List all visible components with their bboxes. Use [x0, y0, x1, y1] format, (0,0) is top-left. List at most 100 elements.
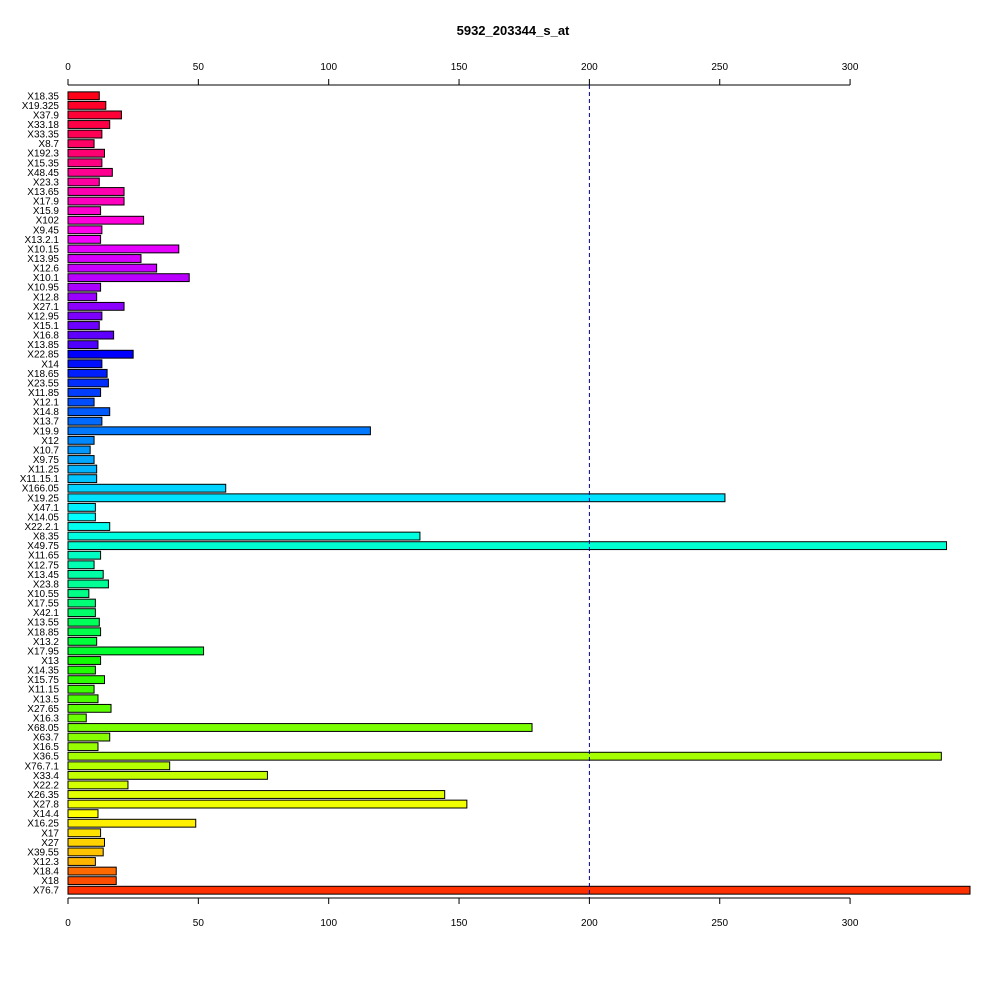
category-label: X12.3: [33, 857, 60, 868]
tick-label: 200: [581, 918, 598, 929]
category-label: X16.5: [33, 742, 60, 753]
category-label: X42.1: [33, 608, 60, 619]
category-label: X23.55: [27, 378, 59, 389]
category-label: X48.45: [27, 168, 59, 179]
category-label: X14.4: [33, 809, 60, 820]
category-label: X17.95: [27, 646, 59, 657]
category-label: X33.4: [33, 771, 60, 782]
category-label: X13.95: [27, 254, 59, 265]
category-label: X26.35: [27, 790, 59, 801]
bar: [67, 579, 109, 589]
bar: [67, 828, 102, 838]
tick-label: 50: [193, 62, 205, 73]
category-label: X13.2.1: [25, 235, 60, 246]
category-label: X14: [41, 359, 59, 370]
category-label: X8.7: [38, 139, 59, 150]
category-label: X27: [41, 838, 59, 849]
category-label: X23.8: [33, 579, 60, 590]
category-label: X22.2: [33, 780, 60, 791]
bar: [67, 158, 103, 168]
bar: [67, 723, 533, 732]
category-label: X192.3: [27, 149, 59, 160]
bar: [67, 407, 111, 417]
category-label: X17: [41, 828, 59, 839]
bar: [67, 388, 102, 397]
bar: [67, 541, 948, 551]
tick-label: 250: [711, 62, 728, 73]
bar: [67, 292, 98, 302]
tick-label: 150: [451, 918, 468, 929]
bar: [67, 522, 111, 531]
tick-label: 100: [320, 918, 337, 929]
bar: [67, 617, 100, 627]
bar: [67, 589, 90, 598]
category-label: X33.35: [27, 130, 59, 141]
category-label: X19.25: [27, 493, 59, 504]
tick-label: 200: [581, 62, 598, 73]
bar: [67, 809, 99, 819]
category-label: X16.3: [33, 713, 60, 724]
bar: [67, 560, 95, 570]
category-label: X68.05: [27, 723, 59, 734]
category-label: X8.35: [33, 532, 60, 543]
category-label: X27.8: [33, 800, 60, 811]
category-label: X13.65: [27, 187, 59, 198]
bar: [67, 818, 197, 828]
bar: [67, 196, 125, 206]
bar: [67, 263, 158, 273]
category-label: X13: [41, 656, 59, 667]
tick-label: 300: [842, 62, 859, 73]
bar: [67, 876, 117, 886]
bar: [67, 885, 971, 895]
bar: [67, 780, 129, 790]
category-label: X13.85: [27, 340, 59, 351]
bar: [67, 139, 95, 149]
category-label: X16.25: [27, 819, 59, 830]
bar: [67, 273, 190, 283]
bar: [67, 713, 87, 723]
category-label: X10.95: [27, 283, 59, 294]
bar: [67, 703, 112, 713]
category-label: X12.75: [27, 560, 59, 571]
bar: [67, 790, 446, 799]
bar: [67, 847, 104, 857]
bar: [67, 857, 96, 866]
bar: [67, 502, 96, 512]
bar: [67, 100, 107, 110]
category-label: X13.2: [33, 637, 60, 648]
bar: [67, 225, 103, 235]
category-label: X14.35: [27, 666, 59, 677]
category-label: X10.15: [27, 244, 59, 255]
category-label: X76.7.1: [25, 761, 60, 772]
bar: [67, 675, 105, 685]
category-label: X12.1: [33, 398, 60, 409]
bar: [67, 751, 942, 761]
bar: [67, 340, 99, 350]
bar: [67, 742, 99, 752]
category-label: X18.35: [27, 91, 59, 102]
bar: [67, 187, 125, 196]
category-label: X49.75: [27, 541, 59, 552]
category-label: X47.1: [33, 503, 60, 514]
category-label: X14.05: [27, 512, 59, 523]
category-label: X36.5: [33, 752, 60, 763]
tick-label: 100: [320, 62, 337, 73]
bar: [67, 397, 95, 407]
bar: [67, 732, 111, 742]
category-label: X166.05: [22, 484, 60, 495]
bar: [67, 598, 96, 608]
tick-label: 300: [842, 918, 859, 929]
bottom-axis: 0 50 100 150 200 250 300: [65, 897, 859, 929]
bar: [67, 167, 113, 177]
category-label: X16.8: [33, 331, 60, 342]
category-label: X63.7: [33, 733, 60, 744]
bar: [67, 177, 100, 187]
bar: [67, 282, 102, 292]
chart-title: 5932_203344_s_at: [457, 23, 570, 38]
category-label: X12.95: [27, 311, 59, 322]
bar: [67, 301, 125, 311]
bar: [67, 311, 103, 321]
bar: [67, 110, 122, 120]
bar: [67, 378, 109, 388]
bar: [67, 244, 180, 254]
